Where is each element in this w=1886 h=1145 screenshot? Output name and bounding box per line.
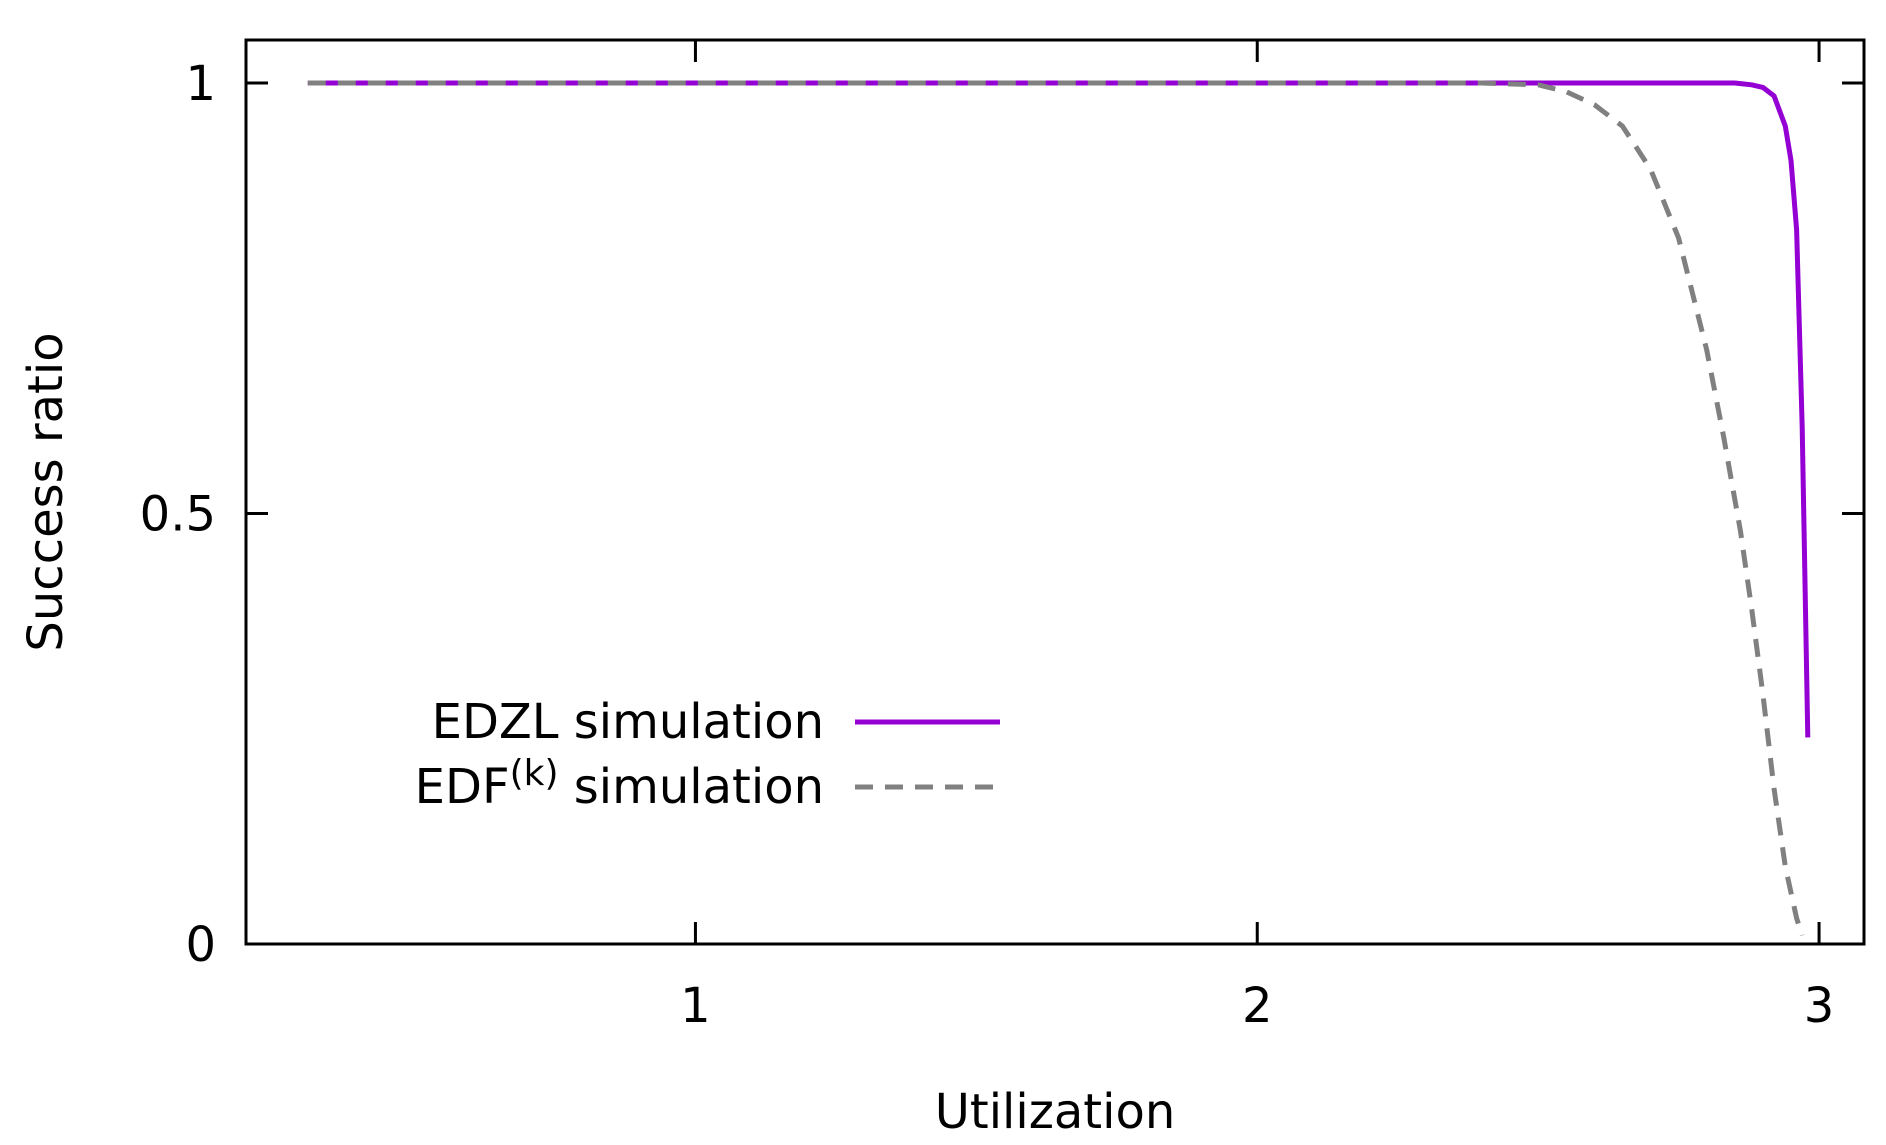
x-tick-label: 1	[680, 978, 711, 1034]
legend-label-superscript: (k)	[510, 753, 559, 794]
plot-frame	[244, 38, 1866, 946]
axis-ticks: 1 2 3 0 0.5 1	[140, 40, 1864, 1034]
x-tick-label: 3	[1804, 978, 1835, 1034]
series-line-1	[307, 80, 1805, 937]
legend-label-base: EDF	[415, 759, 510, 815]
legend-label-base: EDZL simulation	[432, 694, 824, 750]
legend-label-suffix: simulation	[559, 759, 824, 815]
legend-label: EDF(k) simulation	[415, 753, 824, 815]
series-group	[307, 80, 1811, 937]
y-tick-label: 0	[185, 917, 216, 973]
series-line-0	[307, 80, 1811, 738]
x-tick-label: 2	[1242, 978, 1273, 1034]
y-tick-label: 0.5	[140, 487, 216, 543]
y-tick-label: 1	[185, 56, 216, 112]
legend-label: EDZL simulation	[432, 694, 824, 750]
x-axis-title: Utilization	[935, 1084, 1176, 1140]
y-axis-title: Success ratio	[18, 332, 74, 651]
